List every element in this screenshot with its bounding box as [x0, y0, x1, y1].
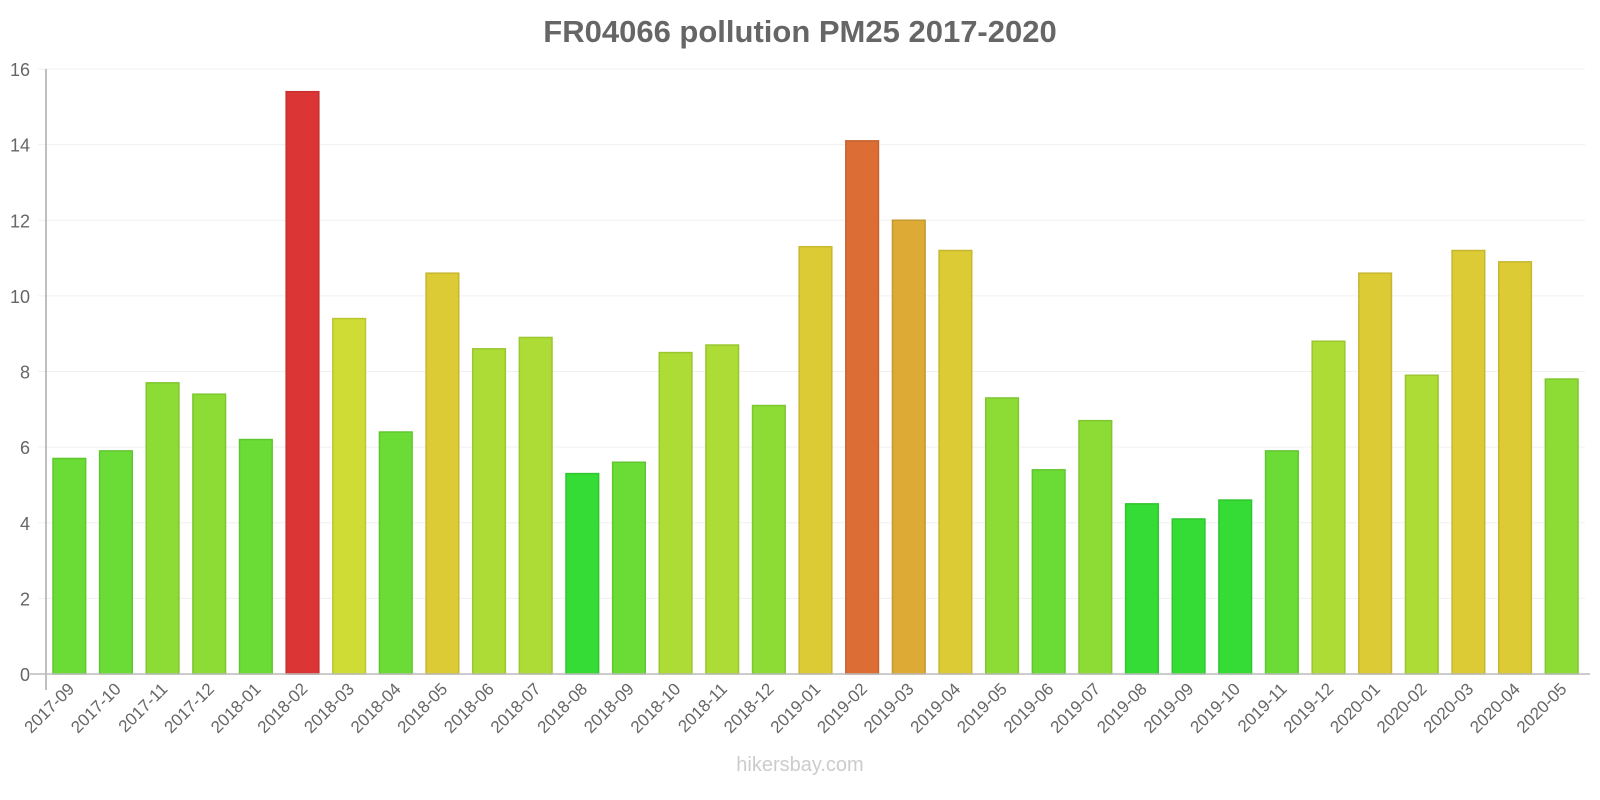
- bar-2019-05[interactable]: [984, 397, 1020, 675]
- watermark: hikersbay.com: [736, 754, 864, 776]
- bar-2018-01[interactable]: [238, 438, 273, 675]
- x-tick-label: 2019-07: [1047, 679, 1105, 737]
- x-tick-label: 2019-06: [1000, 679, 1058, 737]
- x-tick-label: 2018-03: [300, 679, 358, 737]
- bar-2017-11[interactable]: [145, 382, 180, 675]
- bar-2019-07[interactable]: [1078, 419, 1113, 675]
- x-tick-label: 2018-09: [580, 679, 638, 737]
- bar-2019-08[interactable]: [1124, 503, 1160, 675]
- bar-2018-04[interactable]: [378, 431, 413, 675]
- bar-2019-10[interactable]: [1218, 499, 1253, 675]
- x-tick-label: 2018-11: [674, 679, 731, 736]
- bar-2020-05[interactable]: [1544, 378, 1579, 675]
- bar-2020-02[interactable]: [1404, 374, 1439, 675]
- x-tick-label: 2020-03: [1420, 679, 1478, 737]
- bar-2019-02[interactable]: [845, 140, 880, 675]
- x-tick-label: 2017-11: [115, 679, 172, 736]
- bar-2018-09[interactable]: [611, 461, 647, 675]
- x-tick-label: 2017-09: [21, 679, 79, 737]
- bar-2019-06[interactable]: [1031, 469, 1066, 675]
- bar-2019-09[interactable]: [1171, 518, 1206, 675]
- bar-2018-02[interactable]: [285, 90, 320, 675]
- bar-2020-04[interactable]: [1497, 261, 1533, 675]
- bar-2018-10[interactable]: [658, 351, 693, 675]
- y-tick-label: 10: [10, 287, 30, 307]
- bar-2018-07[interactable]: [518, 336, 553, 675]
- x-tick-label: 2018-10: [627, 679, 685, 737]
- x-tick-label: 2018-04: [347, 679, 405, 737]
- y-tick-label: 6: [20, 438, 30, 458]
- x-tick-label: 2020-05: [1513, 679, 1571, 737]
- x-tick-label: 2019-12: [1280, 679, 1338, 737]
- x-tick-label: 2019-01: [767, 679, 825, 737]
- x-tick-label: 2018-05: [394, 679, 452, 737]
- bar-2019-01[interactable]: [798, 245, 833, 675]
- y-tick-label: 16: [10, 60, 30, 80]
- x-tick-label: 2019-09: [1140, 679, 1198, 737]
- x-tick-label: 2018-12: [720, 679, 778, 737]
- x-tick-label: 2019-03: [860, 679, 918, 737]
- x-tick-label: 2019-10: [1187, 679, 1245, 737]
- y-tick-label: 2: [20, 589, 30, 609]
- x-tick-label: 2018-07: [487, 679, 545, 737]
- bar-2018-06[interactable]: [471, 348, 507, 675]
- x-tick-label: 2020-01: [1326, 679, 1384, 737]
- x-tick-label: 2017-10: [67, 679, 125, 737]
- x-tick-label: 2020-02: [1373, 679, 1431, 737]
- x-tick-label: 2020-04: [1466, 679, 1524, 737]
- y-tick-label: 4: [20, 514, 30, 534]
- x-tick-label: 2017-12: [161, 679, 219, 737]
- chart-title: FR04066 pollution PM25 2017-2020: [543, 14, 1057, 49]
- x-tick-label: 2018-06: [440, 679, 498, 737]
- bar-2018-03[interactable]: [332, 317, 367, 675]
- bar-2018-12[interactable]: [751, 404, 786, 675]
- bar-2019-11[interactable]: [1264, 450, 1299, 675]
- x-tick-label: 2019-02: [813, 679, 871, 737]
- bar-2017-12[interactable]: [192, 393, 227, 675]
- bar-2019-12[interactable]: [1311, 340, 1346, 675]
- x-tick-label: 2019-11: [1234, 679, 1291, 736]
- bar-2019-03[interactable]: [891, 219, 926, 675]
- bar-2018-11[interactable]: [705, 344, 740, 675]
- y-tick-label: 8: [20, 363, 30, 383]
- bar-2018-05[interactable]: [425, 272, 460, 675]
- x-tick-label: 2019-08: [1093, 679, 1151, 737]
- bar-2019-04[interactable]: [938, 249, 973, 675]
- x-tick-label: 2019-04: [907, 679, 965, 737]
- y-tick-label: 14: [10, 136, 30, 156]
- bar-2017-09[interactable]: [52, 457, 87, 675]
- bar-2017-10[interactable]: [98, 450, 134, 675]
- bar-2018-08[interactable]: [565, 472, 600, 675]
- x-tick-label: 2018-01: [207, 679, 265, 737]
- x-tick-label: 2019-05: [953, 679, 1011, 737]
- y-tick-label: 0: [20, 665, 30, 685]
- x-tick-label: 2018-02: [254, 679, 312, 737]
- bar-2020-03[interactable]: [1451, 249, 1486, 675]
- bar-2020-01[interactable]: [1358, 272, 1393, 675]
- x-tick-label: 2018-08: [534, 679, 592, 737]
- y-tick-label: 12: [10, 211, 30, 231]
